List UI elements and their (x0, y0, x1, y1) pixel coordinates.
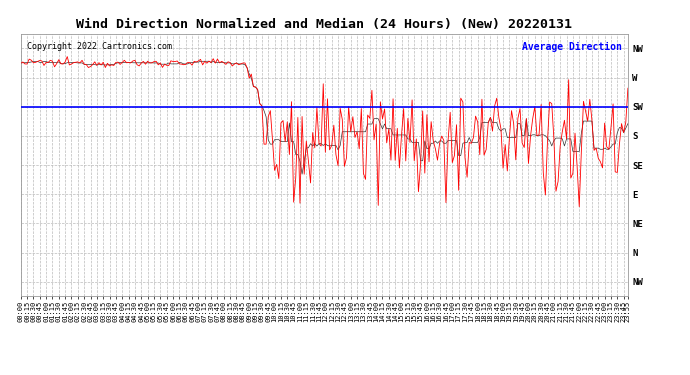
Title: Wind Direction Normalized and Median (24 Hours) (New) 20220131: Wind Direction Normalized and Median (24… (77, 18, 572, 31)
Text: Copyright 2022 Cartronics.com: Copyright 2022 Cartronics.com (27, 42, 172, 51)
Text: Average Direction: Average Direction (522, 42, 622, 52)
